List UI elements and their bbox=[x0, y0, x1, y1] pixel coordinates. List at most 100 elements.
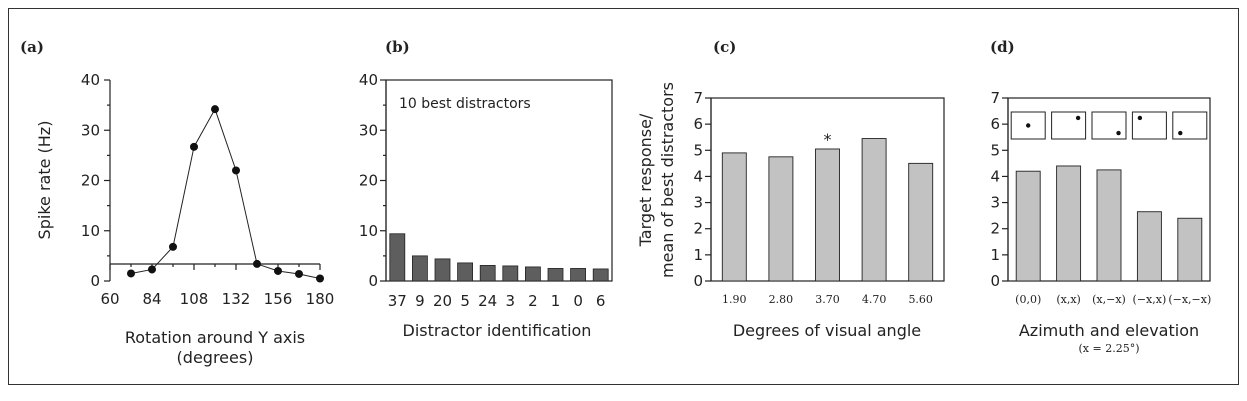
bar bbox=[1056, 165, 1082, 282]
x-axis-title: Azimuth and elevation bbox=[1019, 321, 1199, 340]
data-point bbox=[148, 265, 156, 274]
y-tick-label: 4 bbox=[693, 167, 703, 185]
panel-label-a: (a) bbox=[20, 38, 44, 56]
bar bbox=[861, 138, 887, 282]
x-tick-label: 1.90 bbox=[722, 293, 747, 306]
x-tick-label: 9 bbox=[415, 292, 425, 310]
bar bbox=[1015, 170, 1041, 282]
panel-annotation: 10 best distractors bbox=[399, 96, 531, 112]
significance-marker: * bbox=[824, 130, 832, 149]
y-tick-label: 40 bbox=[359, 71, 378, 89]
y-tick-label: 20 bbox=[81, 172, 100, 190]
y-tick-label: 10 bbox=[81, 222, 100, 240]
panel-label-b: (b) bbox=[385, 38, 410, 56]
data-point bbox=[295, 269, 303, 278]
x-tick-label: (x,x) bbox=[1056, 293, 1081, 306]
data-point bbox=[169, 242, 177, 251]
x-tick-label: 84 bbox=[142, 290, 161, 308]
bar bbox=[721, 152, 747, 282]
bar bbox=[411, 255, 428, 282]
y-tick-label: 20 bbox=[359, 172, 378, 190]
x-tick-label: 37 bbox=[388, 292, 407, 310]
y-tick-label: 30 bbox=[359, 121, 378, 139]
data-point bbox=[232, 166, 240, 175]
x-tick-label: 2 bbox=[528, 292, 538, 310]
x-tick-label: (−x,x) bbox=[1133, 293, 1167, 306]
x-tick-label: 60 bbox=[100, 290, 119, 308]
bar bbox=[457, 262, 474, 282]
bar bbox=[908, 162, 934, 282]
x-axis-title: Distractor identification bbox=[403, 321, 592, 340]
position-icon-box bbox=[1131, 111, 1167, 140]
y-tick-label: 0 bbox=[990, 272, 1000, 290]
x-tick-label: 0 bbox=[573, 292, 583, 310]
y-tick-label: 7 bbox=[693, 89, 703, 107]
x-tick-label: 3 bbox=[506, 292, 516, 310]
y-tick-label: 5 bbox=[693, 141, 703, 159]
bar bbox=[570, 268, 586, 282]
position-icon-dot bbox=[1137, 115, 1143, 121]
x-axis-subtitle: (degrees) bbox=[177, 348, 254, 367]
x-tick-label: (0,0) bbox=[1015, 293, 1041, 306]
y-axis-title-line2: mean of best distractors bbox=[658, 82, 677, 278]
bar bbox=[434, 258, 451, 282]
y-tick-label: 0 bbox=[368, 272, 378, 290]
bar bbox=[1096, 169, 1122, 282]
y-tick-label: 1 bbox=[990, 246, 1000, 264]
y-tick-label: 1 bbox=[693, 246, 703, 264]
position-icon-box bbox=[1091, 111, 1127, 140]
bar bbox=[592, 268, 609, 282]
y-tick-label: 5 bbox=[990, 141, 1000, 159]
x-tick-label: 20 bbox=[433, 292, 452, 310]
x-axis-note: (x = 2.25°) bbox=[1079, 342, 1140, 355]
position-icon-box bbox=[1172, 111, 1208, 140]
series-line bbox=[130, 107, 321, 279]
position-icon-dot bbox=[1178, 130, 1183, 136]
bar bbox=[815, 148, 840, 282]
y-tick-label: 0 bbox=[693, 272, 703, 290]
y-axis-title: Target response/ bbox=[636, 113, 655, 247]
position-icon-dot bbox=[1075, 115, 1081, 121]
y-tick-label: 7 bbox=[990, 89, 1000, 107]
bar bbox=[502, 265, 519, 282]
y-tick-label: 2 bbox=[990, 220, 1000, 238]
x-tick-label: 3.70 bbox=[815, 293, 840, 306]
y-tick-label: 10 bbox=[359, 222, 378, 240]
data-point bbox=[211, 105, 219, 114]
x-tick-label: 1 bbox=[551, 292, 561, 310]
x-tick-label: 24 bbox=[478, 292, 497, 310]
bar bbox=[525, 266, 541, 282]
x-tick-label: (−x,−x) bbox=[1168, 293, 1211, 306]
x-axis-title: Rotation around Y axis bbox=[125, 328, 305, 347]
x-tick-label: 132 bbox=[222, 290, 251, 308]
y-tick-label: 6 bbox=[990, 115, 1000, 133]
x-tick-label: (x,−x) bbox=[1092, 293, 1126, 306]
figure-frame bbox=[8, 8, 1239, 385]
y-tick-label: 3 bbox=[693, 194, 703, 212]
x-axis-title: Degrees of visual angle bbox=[733, 321, 921, 340]
y-tick-label: 3 bbox=[990, 194, 1000, 212]
data-point bbox=[190, 142, 198, 151]
bar bbox=[389, 233, 406, 282]
x-tick-label: 5 bbox=[460, 292, 470, 310]
data-point bbox=[274, 266, 282, 275]
y-tick-label: 4 bbox=[990, 167, 1000, 185]
data-point bbox=[253, 259, 261, 268]
y-tick-label: 2 bbox=[693, 220, 703, 238]
position-icon-dot bbox=[1116, 130, 1121, 136]
y-tick-label: 0 bbox=[90, 272, 100, 290]
x-tick-label: 180 bbox=[306, 290, 335, 308]
bar bbox=[768, 156, 794, 282]
bar bbox=[547, 268, 564, 282]
data-point bbox=[127, 269, 135, 278]
y-tick-label: 30 bbox=[81, 121, 100, 139]
x-tick-label: 108 bbox=[180, 290, 209, 308]
x-tick-label: 2.80 bbox=[769, 293, 794, 306]
panel-label-c: (c) bbox=[713, 38, 736, 56]
bar bbox=[479, 265, 496, 282]
x-tick-label: 6 bbox=[596, 292, 606, 310]
y-tick-label: 40 bbox=[81, 71, 100, 89]
bar bbox=[1177, 217, 1203, 282]
x-tick-label: 4.70 bbox=[862, 293, 887, 306]
x-tick-label: 156 bbox=[264, 290, 293, 308]
